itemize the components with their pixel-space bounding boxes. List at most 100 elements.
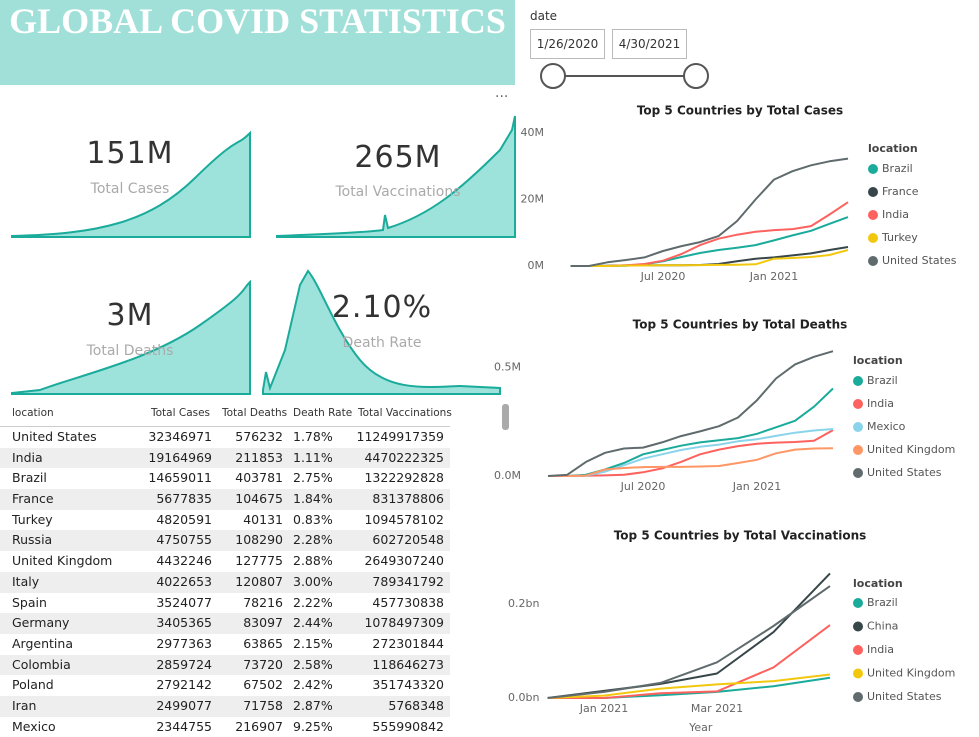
table-cell: Russia	[12, 532, 53, 548]
line	[548, 428, 834, 477]
kpi-value: 3M	[106, 298, 154, 333]
table-row: Germany 3405365 83097 2.44% 1078497309	[0, 613, 450, 634]
table-cell: 576232	[235, 429, 283, 444]
table-cell: 403781	[235, 470, 283, 486]
legend-label: Brazil	[867, 374, 898, 387]
slider-handle[interactable]	[540, 63, 566, 89]
y-tick-label: 0M	[528, 259, 545, 272]
chart-title: Top 5 Countries by Total Deaths	[633, 318, 848, 332]
table-cell: 272301844	[372, 635, 444, 651]
table-cell: 2.42%	[293, 677, 333, 693]
table-cell: 118646273	[372, 656, 444, 672]
line	[548, 387, 834, 477]
slider-handle[interactable]	[683, 63, 709, 89]
line	[548, 429, 834, 477]
table-cell: Brazil	[12, 470, 47, 486]
y-tick-label: 0.0bn	[508, 691, 539, 704]
line	[547, 585, 831, 699]
column-header[interactable]: Total Cases	[151, 407, 211, 419]
chart-title: Top 5 Countries by Total Vaccinations	[614, 529, 867, 543]
table-cell: 63865	[243, 635, 283, 651]
legend-marker	[853, 598, 863, 608]
table-cell: 3524077	[156, 594, 212, 610]
table-cell: 4470222325	[364, 449, 444, 465]
legend-label: India	[867, 643, 894, 656]
legend-marker	[853, 645, 863, 655]
more-icon[interactable]: ···	[495, 89, 508, 105]
slicer-end[interactable]: 4/30/2021	[612, 29, 687, 59]
table-cell: 2.88%	[293, 553, 333, 569]
table-cell: 1094578102	[364, 511, 444, 527]
table-row: Colombia 2859724 73720 2.58% 118646273	[0, 654, 450, 676]
kpi-value: 2.10%	[331, 290, 433, 325]
legend-label: Brazil	[882, 162, 913, 175]
table-cell: 2.58%	[293, 656, 333, 672]
table-cell: 0.83%	[293, 511, 333, 527]
table-cell: 4022653	[156, 573, 212, 589]
table-cell: United States	[12, 429, 97, 444]
table-row: United States 32346971 576232 1.78% 11249917…	[0, 427, 450, 448]
legend-title: location	[853, 354, 903, 367]
table-cell: 5677835	[156, 491, 212, 507]
sparkline	[11, 279, 251, 395]
table-cell: 9.25%	[293, 718, 333, 734]
table-cell: 3.00%	[293, 573, 333, 589]
table: location Total Cases Total Deaths Death Rat…	[0, 402, 452, 737]
table-cell: Poland	[12, 677, 54, 693]
table-cell: Italy	[12, 573, 40, 589]
line	[548, 447, 834, 477]
table-row: Turkey 4820591 40131 0.83% 1094578102	[0, 510, 450, 531]
table-cell: 602720548	[372, 532, 444, 548]
table-cell: 67502	[243, 677, 283, 693]
table-cell: India	[12, 449, 43, 465]
legend-title: location	[853, 577, 903, 590]
table-cell: United Kingdom	[12, 553, 113, 569]
legend-marker	[868, 256, 878, 266]
y-tick-label: 0.2bn	[508, 597, 539, 610]
table-cell: 4820591	[156, 511, 212, 527]
line	[570, 249, 849, 267]
column-header[interactable]: Total Vaccinations	[358, 407, 452, 419]
x-tick-label: Jan 2021	[749, 270, 798, 283]
legend-marker	[853, 668, 863, 679]
column-header[interactable]: location	[12, 407, 54, 419]
line	[570, 157, 849, 267]
table-cell: 1.78%	[293, 429, 333, 444]
legend-label: India	[882, 208, 909, 221]
legend-label: United States	[867, 690, 942, 703]
table-row: Spain 3524077 78216 2.22% 457730838	[0, 593, 450, 614]
table-row: United Kingdom 4432246 127775 2.88% 26493072…	[0, 551, 450, 572]
legend-label: United States	[882, 254, 957, 267]
table-cell: 2.75%	[293, 470, 333, 486]
legend-marker	[853, 399, 863, 409]
table-cell: 1.11%	[293, 449, 333, 465]
x-tick-label: Mar 2021	[691, 702, 743, 715]
column-header[interactable]: Death Rate	[293, 407, 353, 419]
table-cell: 4750755	[156, 532, 212, 548]
table-cell: 83097	[243, 615, 283, 631]
kpi-value: 151M	[86, 136, 174, 171]
table-cell: 216907	[235, 718, 283, 734]
column-header[interactable]: Total Deaths	[222, 407, 288, 419]
legend-marker	[868, 187, 878, 197]
slicer-label: date	[530, 9, 558, 23]
x-axis-title: Year	[688, 721, 713, 734]
legend-marker	[853, 376, 863, 386]
table-cell: 2.87%	[293, 697, 333, 713]
table-row: India 19164969 211853 1.11% 4470222325	[0, 447, 450, 469]
table-row: France 5677835 104675 1.84% 831378806	[0, 489, 450, 510]
legend-marker	[853, 692, 863, 702]
scrollbar[interactable]	[502, 404, 509, 430]
table-cell: 2977363	[156, 635, 212, 651]
slicer-start[interactable]: 1/26/2020	[530, 29, 605, 59]
legend-label: United Kingdom	[867, 667, 955, 680]
x-tick-label: Jul 2020	[640, 270, 686, 283]
table-cell: Argentina	[12, 635, 73, 651]
legend-label: France	[882, 185, 919, 198]
table-cell: 78216	[243, 594, 283, 610]
legend-label: Mexico	[867, 420, 906, 433]
table-cell: 3405365	[156, 615, 212, 631]
table-cell: Spain	[12, 594, 47, 610]
